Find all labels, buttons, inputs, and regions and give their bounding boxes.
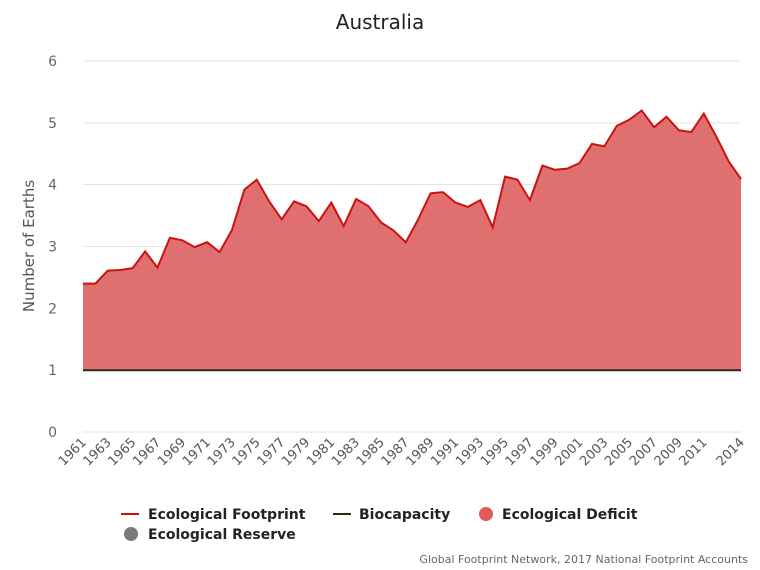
x-tick-label: 1987 xyxy=(379,435,413,469)
y-tick-label: 2 xyxy=(48,301,57,317)
x-tick-label: 1991 xyxy=(428,435,462,469)
legend[interactable]: Ecological Footprint Biocapacity Ecologi… xyxy=(121,507,638,543)
legend-item-reserve[interactable]: Ecological Reserve xyxy=(124,527,296,543)
x-tick-label: 1973 xyxy=(205,435,239,469)
x-tick-label: 1963 xyxy=(81,435,115,469)
ecological-deficit-area xyxy=(83,110,741,371)
x-tick-label: 1967 xyxy=(130,435,164,469)
x-tick-label: 2001 xyxy=(552,435,586,469)
y-tick-label: 5 xyxy=(48,116,57,132)
y-tick-labels: 0 1 2 3 4 5 6 xyxy=(48,54,57,441)
ecological-footprint-line xyxy=(83,109,742,285)
x-tick-label: 2014 xyxy=(714,435,748,469)
x-tick-label: 2003 xyxy=(577,435,611,469)
legend-biocapacity-label: Biocapacity xyxy=(359,507,450,523)
x-tick-label: 1985 xyxy=(354,435,388,469)
x-tick-label: 1975 xyxy=(230,435,264,469)
y-axis-label: Number of Earths xyxy=(20,180,38,312)
legend-deficit-swatch xyxy=(479,507,493,521)
x-tick-label: 1971 xyxy=(180,435,214,469)
x-tick-label: 2009 xyxy=(652,435,686,469)
x-tick-label: 2007 xyxy=(627,435,661,469)
source-credit: Global Footprint Network, 2017 National … xyxy=(419,553,748,566)
x-tick-label: 1965 xyxy=(105,435,139,469)
x-tick-label: 1997 xyxy=(503,435,537,469)
legend-footprint-label: Ecological Footprint xyxy=(148,507,306,523)
legend-reserve-swatch xyxy=(124,527,138,541)
x-tick-labels: 1961196319651967196919711973197519771979… xyxy=(56,435,748,469)
y-tick-label: 0 xyxy=(48,425,57,441)
x-tick-label: 1969 xyxy=(155,435,189,469)
y-tick-label: 3 xyxy=(48,240,57,256)
x-tick-label: 1983 xyxy=(329,435,363,469)
y-tick-label: 6 xyxy=(48,54,57,70)
legend-item-footprint[interactable]: Ecological Footprint xyxy=(121,507,306,523)
legend-item-biocapacity[interactable]: Biocapacity xyxy=(333,507,450,523)
x-tick-label: 2005 xyxy=(602,435,636,469)
x-tick-label: 1995 xyxy=(478,435,512,469)
x-tick-label: 1981 xyxy=(304,435,338,469)
legend-item-deficit[interactable]: Ecological Deficit xyxy=(479,507,638,523)
x-tick-label: 2011 xyxy=(677,435,711,469)
chart-title: Australia xyxy=(336,10,424,34)
legend-deficit-label: Ecological Deficit xyxy=(502,507,638,523)
x-tick-label: 1993 xyxy=(453,435,487,469)
x-tick-label: 1977 xyxy=(254,435,288,469)
x-tick-label: 1999 xyxy=(528,435,562,469)
y-tick-label: 1 xyxy=(48,363,57,379)
x-tick-label: 1989 xyxy=(403,435,437,469)
y-tick-label: 4 xyxy=(48,178,57,194)
x-tick-label: 1979 xyxy=(279,435,313,469)
legend-reserve-label: Ecological Reserve xyxy=(148,527,296,543)
x-tick-label: 1961 xyxy=(56,435,90,469)
